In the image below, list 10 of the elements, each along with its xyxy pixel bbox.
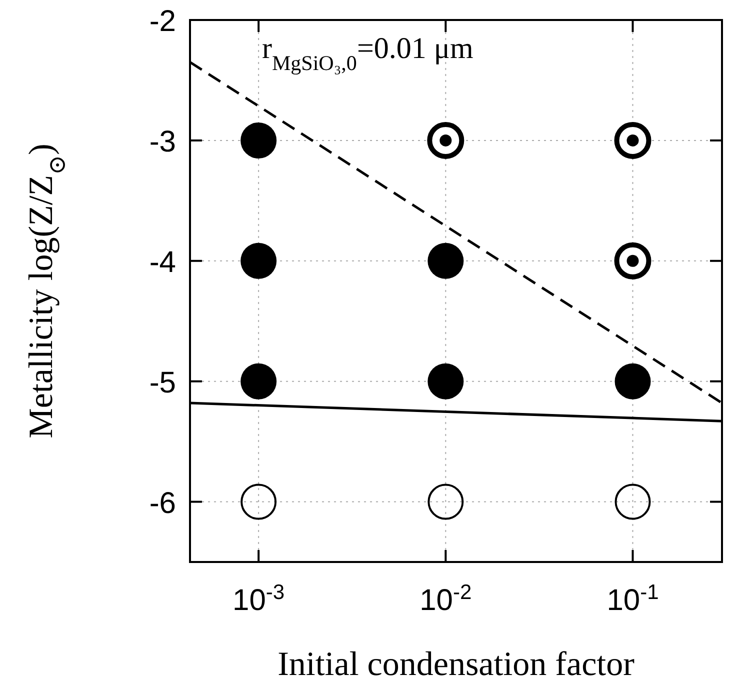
x-tick-label: 10$^{-2}$ — [420, 580, 472, 617]
annotation: r$_{MgSiO₃,0}$=0.01 μm — [262, 32, 474, 75]
x-axis-title: Initial condensation factor — [278, 646, 636, 683]
y-tick-label: -3 — [149, 125, 176, 158]
y-tick-label: -6 — [149, 486, 176, 520]
y-tick-label: -5 — [149, 366, 176, 400]
x-tick-label: 10$^{-3}$ — [232, 580, 285, 617]
x-tick-label: 10$^{-1}$ — [606, 580, 659, 617]
y-tick-label: -4 — [149, 246, 176, 279]
y-tick-label: -2 — [149, 5, 176, 38]
